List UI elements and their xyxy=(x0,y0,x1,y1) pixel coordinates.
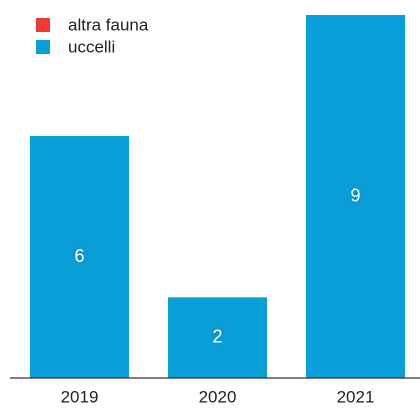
legend-label: altra fauna xyxy=(68,15,149,34)
bar-segment xyxy=(30,136,129,378)
value-label: 9 xyxy=(350,185,360,205)
x-tick-label: 2021 xyxy=(337,387,375,406)
x-tick-label: 2019 xyxy=(61,387,99,406)
legend-label: uccelli xyxy=(68,37,115,56)
legend-swatch xyxy=(36,18,50,32)
legend-swatch xyxy=(36,40,50,54)
value-label: 6 xyxy=(74,246,84,266)
bar-segment xyxy=(306,15,405,378)
value-label: 2 xyxy=(212,326,222,346)
bar-segment xyxy=(168,297,267,378)
x-tick-label: 2020 xyxy=(199,387,237,406)
